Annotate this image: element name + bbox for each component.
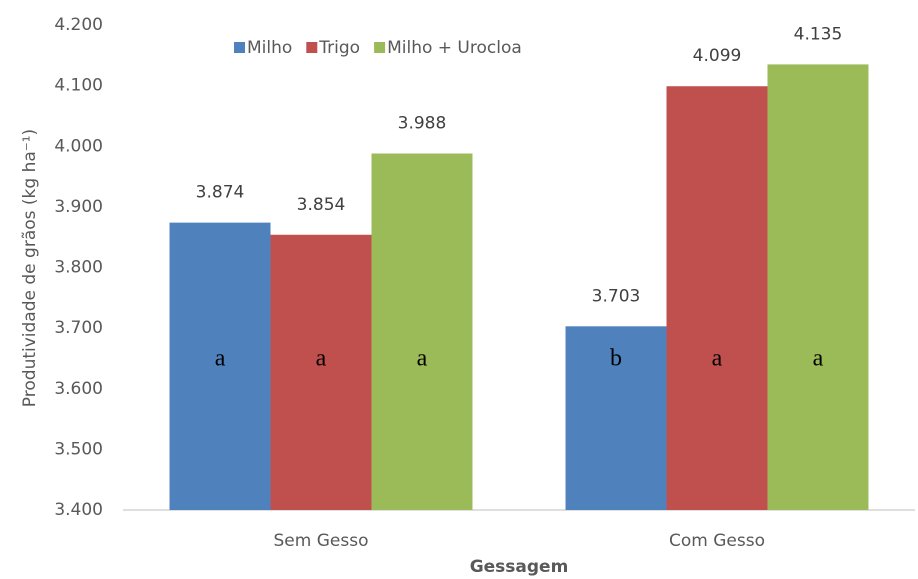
y-tick-label: 3.500 <box>54 439 103 459</box>
y-tick-label: 4.200 <box>54 15 103 35</box>
significance-letter: a <box>417 346 428 372</box>
y-tick-label: 4.100 <box>54 76 103 96</box>
y-tick-label: 4.000 <box>54 136 103 156</box>
y-tick-label: 3.700 <box>54 318 103 338</box>
bar <box>565 326 667 510</box>
bar <box>270 234 372 510</box>
y-tick-label: 3.800 <box>54 258 103 278</box>
significance-letter: b <box>610 346 622 372</box>
bar <box>666 86 768 510</box>
y-axis-title: Produtividade de grãos (kg ha⁻¹) <box>20 129 40 407</box>
value-label: 3.854 <box>297 195 346 215</box>
value-label: 3.703 <box>592 286 641 306</box>
bar <box>767 64 869 510</box>
significance-letter: a <box>813 346 824 372</box>
significance-letter: a <box>316 346 327 372</box>
value-label: 4.135 <box>794 24 843 44</box>
x-tick-label: Sem Gesso <box>274 531 369 551</box>
x-tick-label: Com Gesso <box>669 531 765 551</box>
bar <box>169 222 271 510</box>
significance-letter: a <box>712 346 723 372</box>
bar <box>371 153 473 510</box>
value-label: 4.099 <box>693 46 742 66</box>
legend-label: Milho <box>247 38 292 58</box>
legend-swatch <box>306 42 318 53</box>
value-label: 3.874 <box>196 183 245 203</box>
legend-swatch <box>374 42 386 53</box>
value-label: 3.988 <box>398 114 447 134</box>
x-axis-title: Gessagem <box>470 557 569 577</box>
y-tick-label: 3.900 <box>54 197 103 217</box>
legend-swatch <box>234 42 245 53</box>
y-tick-label: 3.400 <box>54 500 103 520</box>
significance-letter: a <box>215 346 226 372</box>
legend-label: Trigo <box>318 38 360 58</box>
legend-label: Milho + Urocloa <box>387 38 522 58</box>
y-tick-label: 3.600 <box>54 379 103 399</box>
